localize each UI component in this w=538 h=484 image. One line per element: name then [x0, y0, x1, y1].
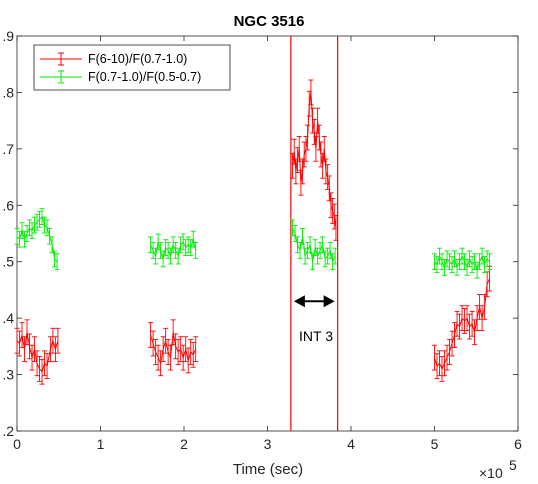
legend-box [33, 44, 231, 91]
x-exponent: ×10 5 [479, 457, 517, 481]
data-point [290, 219, 296, 237]
legend-label-series-2: F(0.7-1.0)/F(0.5-0.7) [88, 70, 201, 84]
y-tick-label: .9 [2, 28, 14, 44]
x-tick-label: 0 [13, 436, 21, 452]
x-tick-label: 5 [431, 436, 439, 452]
int3-label: INT 3 [299, 328, 333, 344]
series-2 [14, 208, 493, 279]
y-tick-label: .6 [2, 197, 14, 213]
data-point [487, 253, 493, 271]
data-point [148, 322, 154, 348]
data-point [193, 336, 199, 363]
series-1 [14, 79, 493, 385]
x-tick-label: 6 [514, 436, 522, 452]
y-tick-label: .2 [2, 423, 14, 439]
int3-double-arrow [293, 295, 335, 308]
chart-title: NGC 3516 [234, 13, 305, 30]
series-line [16, 92, 491, 373]
x-exponent-power: 5 [509, 457, 517, 473]
y-tick-label: .5 [2, 254, 14, 270]
x-tick-label: 2 [180, 436, 188, 452]
y-tick-label: .8 [2, 84, 14, 100]
x-tick-label: 4 [347, 436, 355, 452]
x-axis-title: Time (sec) [233, 461, 303, 478]
y-tick-label: .7 [2, 141, 14, 157]
x-exponent-base: ×10 [479, 465, 503, 481]
y-tick-label: .3 [2, 367, 14, 383]
legend-label-series-1: F(6-10)/F(0.7-1.0) [88, 52, 187, 66]
x-tick-label: 1 [97, 436, 105, 452]
data-point [148, 236, 154, 254]
series-line [16, 215, 490, 272]
x-tick-label: 3 [264, 436, 272, 452]
y-tick-label: .4 [2, 310, 14, 326]
data-point [332, 247, 338, 265]
